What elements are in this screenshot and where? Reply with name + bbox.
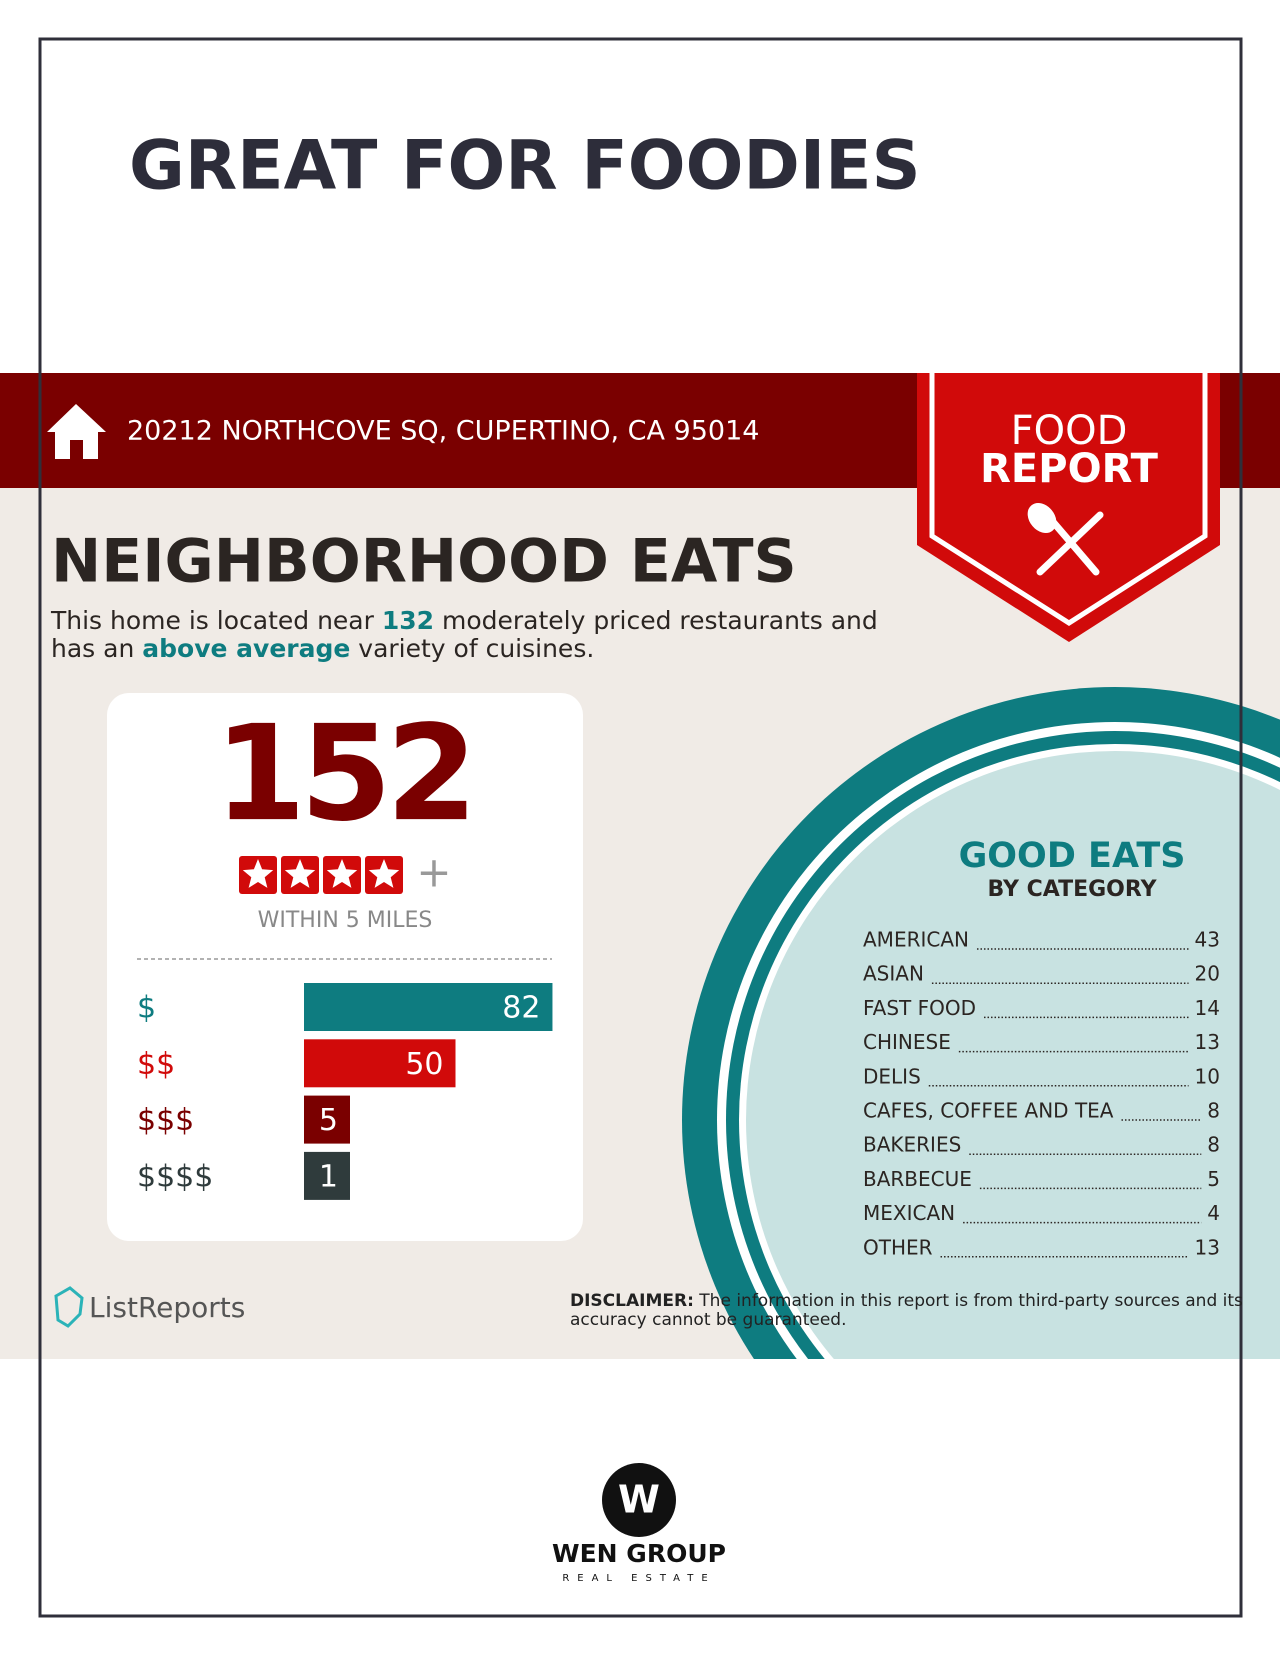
price-value: 82 bbox=[502, 991, 540, 1026]
home-icon bbox=[47, 404, 106, 459]
category-count: 43 bbox=[1195, 928, 1220, 952]
category-name: MEXICAN bbox=[863, 1201, 955, 1225]
category-name: BAKERIES bbox=[863, 1133, 961, 1157]
intro-text: has an bbox=[51, 634, 142, 663]
brand: ListReports bbox=[89, 1291, 245, 1324]
price-bar bbox=[304, 983, 553, 1031]
star bbox=[326, 859, 358, 888]
category-count: 10 bbox=[1195, 1064, 1220, 1088]
price-bar bbox=[304, 1095, 350, 1144]
page-border bbox=[38, 37, 1243, 1618]
category-name: OTHER bbox=[863, 1235, 933, 1259]
price-value: 1 bbox=[319, 1159, 338, 1194]
category-count: 13 bbox=[1195, 1030, 1220, 1054]
plus: + bbox=[416, 848, 451, 897]
category-count: 8 bbox=[1207, 1133, 1220, 1157]
category-name: DELIS bbox=[863, 1064, 921, 1088]
category-count: 20 bbox=[1195, 962, 1220, 986]
badge-line: FOOD bbox=[1011, 408, 1128, 454]
disclaimer-text: The information in this report is from t… bbox=[694, 1291, 1243, 1311]
logo-name: WEN GROUP bbox=[552, 1539, 726, 1568]
listreports-icon bbox=[54, 1286, 84, 1328]
badge-outline bbox=[929, 373, 1208, 626]
star bbox=[284, 859, 316, 888]
price-label: $$ bbox=[137, 1047, 175, 1082]
star bbox=[242, 859, 274, 888]
intro-text: moderately priced restaurants and bbox=[434, 606, 878, 635]
logo-sub: REAL ESTATE bbox=[562, 1573, 715, 1584]
price-bar bbox=[304, 1039, 456, 1088]
section-title: NEIGHBORHOOD EATS bbox=[51, 527, 797, 597]
address: 20212 NORTHCOVE SQ, CUPERTINO, CA 95014 bbox=[127, 416, 759, 447]
utensils-icon bbox=[1027, 502, 1104, 576]
category-name: FAST FOOD bbox=[863, 996, 976, 1020]
logo-circle bbox=[602, 1463, 676, 1537]
page-title: GREAT FOR FOODIES bbox=[129, 127, 921, 206]
logo-letter: W bbox=[618, 1478, 660, 1522]
disclaimer-text: accuracy cannot be guaranteed. bbox=[570, 1310, 846, 1330]
category-name: ASIAN bbox=[863, 962, 924, 986]
disclaimer-label: DISCLAIMER: bbox=[570, 1291, 694, 1311]
summary-card bbox=[107, 693, 583, 1241]
star bbox=[368, 859, 400, 888]
price-value: 5 bbox=[319, 1103, 338, 1138]
category-count: 4 bbox=[1207, 1201, 1220, 1225]
category-name: CAFES, COFFEE AND TEA bbox=[863, 1099, 1114, 1123]
category-count: 8 bbox=[1207, 1099, 1220, 1123]
badge-line: REPORT bbox=[980, 446, 1158, 492]
disclaimer: DISCLAIMER: The information in this repo… bbox=[570, 1291, 1243, 1311]
category-name: BARBECUE bbox=[863, 1167, 972, 1191]
category-count: 5 bbox=[1207, 1167, 1220, 1191]
category-count: 13 bbox=[1195, 1235, 1220, 1259]
categories-title: GOOD EATS bbox=[959, 836, 1186, 876]
intro-highlight: above average bbox=[142, 634, 350, 663]
price-label: $ bbox=[137, 991, 156, 1026]
category-disc bbox=[682, 687, 1280, 1359]
intro-highlight: 132 bbox=[382, 606, 434, 635]
category-name: CHINESE bbox=[863, 1030, 951, 1054]
intro-line: This home is located near 132 moderately… bbox=[50, 606, 878, 635]
price-value: 50 bbox=[405, 1047, 443, 1082]
intro-text: variety of cuisines. bbox=[350, 634, 594, 663]
category-count: 14 bbox=[1195, 996, 1220, 1020]
price-label: $$$$ bbox=[137, 1159, 213, 1194]
intro-text: This home is located near bbox=[50, 606, 382, 635]
distance-note: WITHIN 5 MILES bbox=[258, 908, 433, 933]
rating-stars bbox=[239, 856, 403, 894]
intro-line: has an above average variety of cuisines… bbox=[51, 634, 594, 663]
price-label: $$$ bbox=[137, 1103, 194, 1138]
categories-subtitle: BY CATEGORY bbox=[987, 877, 1157, 902]
category-name: AMERICAN bbox=[863, 928, 969, 952]
price-bar bbox=[304, 1151, 350, 1200]
total-count: 152 bbox=[214, 697, 472, 851]
